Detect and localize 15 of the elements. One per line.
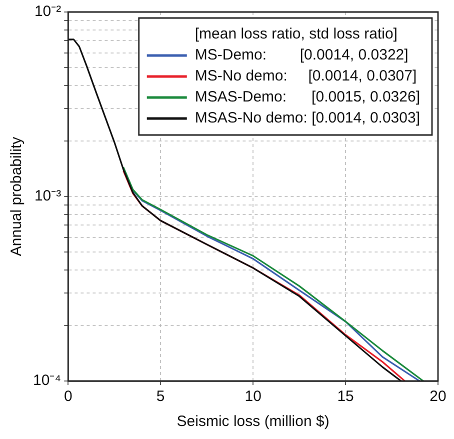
x-tick-label: 20 xyxy=(430,388,446,406)
legend-label: MSAS-Demo: [0.0015, 0.0326] xyxy=(194,88,420,106)
y-tick-label: 10⁻³ xyxy=(34,188,62,205)
x-tick-label: 15 xyxy=(337,388,354,406)
legend-label: MSAS-No demo: [0.0014, 0.0303] xyxy=(194,110,420,127)
x-tick-label: 0 xyxy=(64,388,72,406)
x-tick-label: 5 xyxy=(156,388,165,406)
y-tick-label: 10⁻² xyxy=(34,3,62,20)
legend-label: MS-Demo: [0.0014, 0.0322] xyxy=(194,46,408,64)
y-axis-title: Annual probability xyxy=(8,136,26,256)
legend-title: [mean loss ratio, std loss ratio] xyxy=(194,26,398,43)
y-tick-label: 10⁻⁴ xyxy=(32,372,62,390)
x-axis-title: Seismic loss (million $) xyxy=(176,413,330,430)
legend-label: MS-No demo: [0.0014, 0.0307] xyxy=(194,68,417,85)
x-tick-label: 10 xyxy=(244,388,262,406)
